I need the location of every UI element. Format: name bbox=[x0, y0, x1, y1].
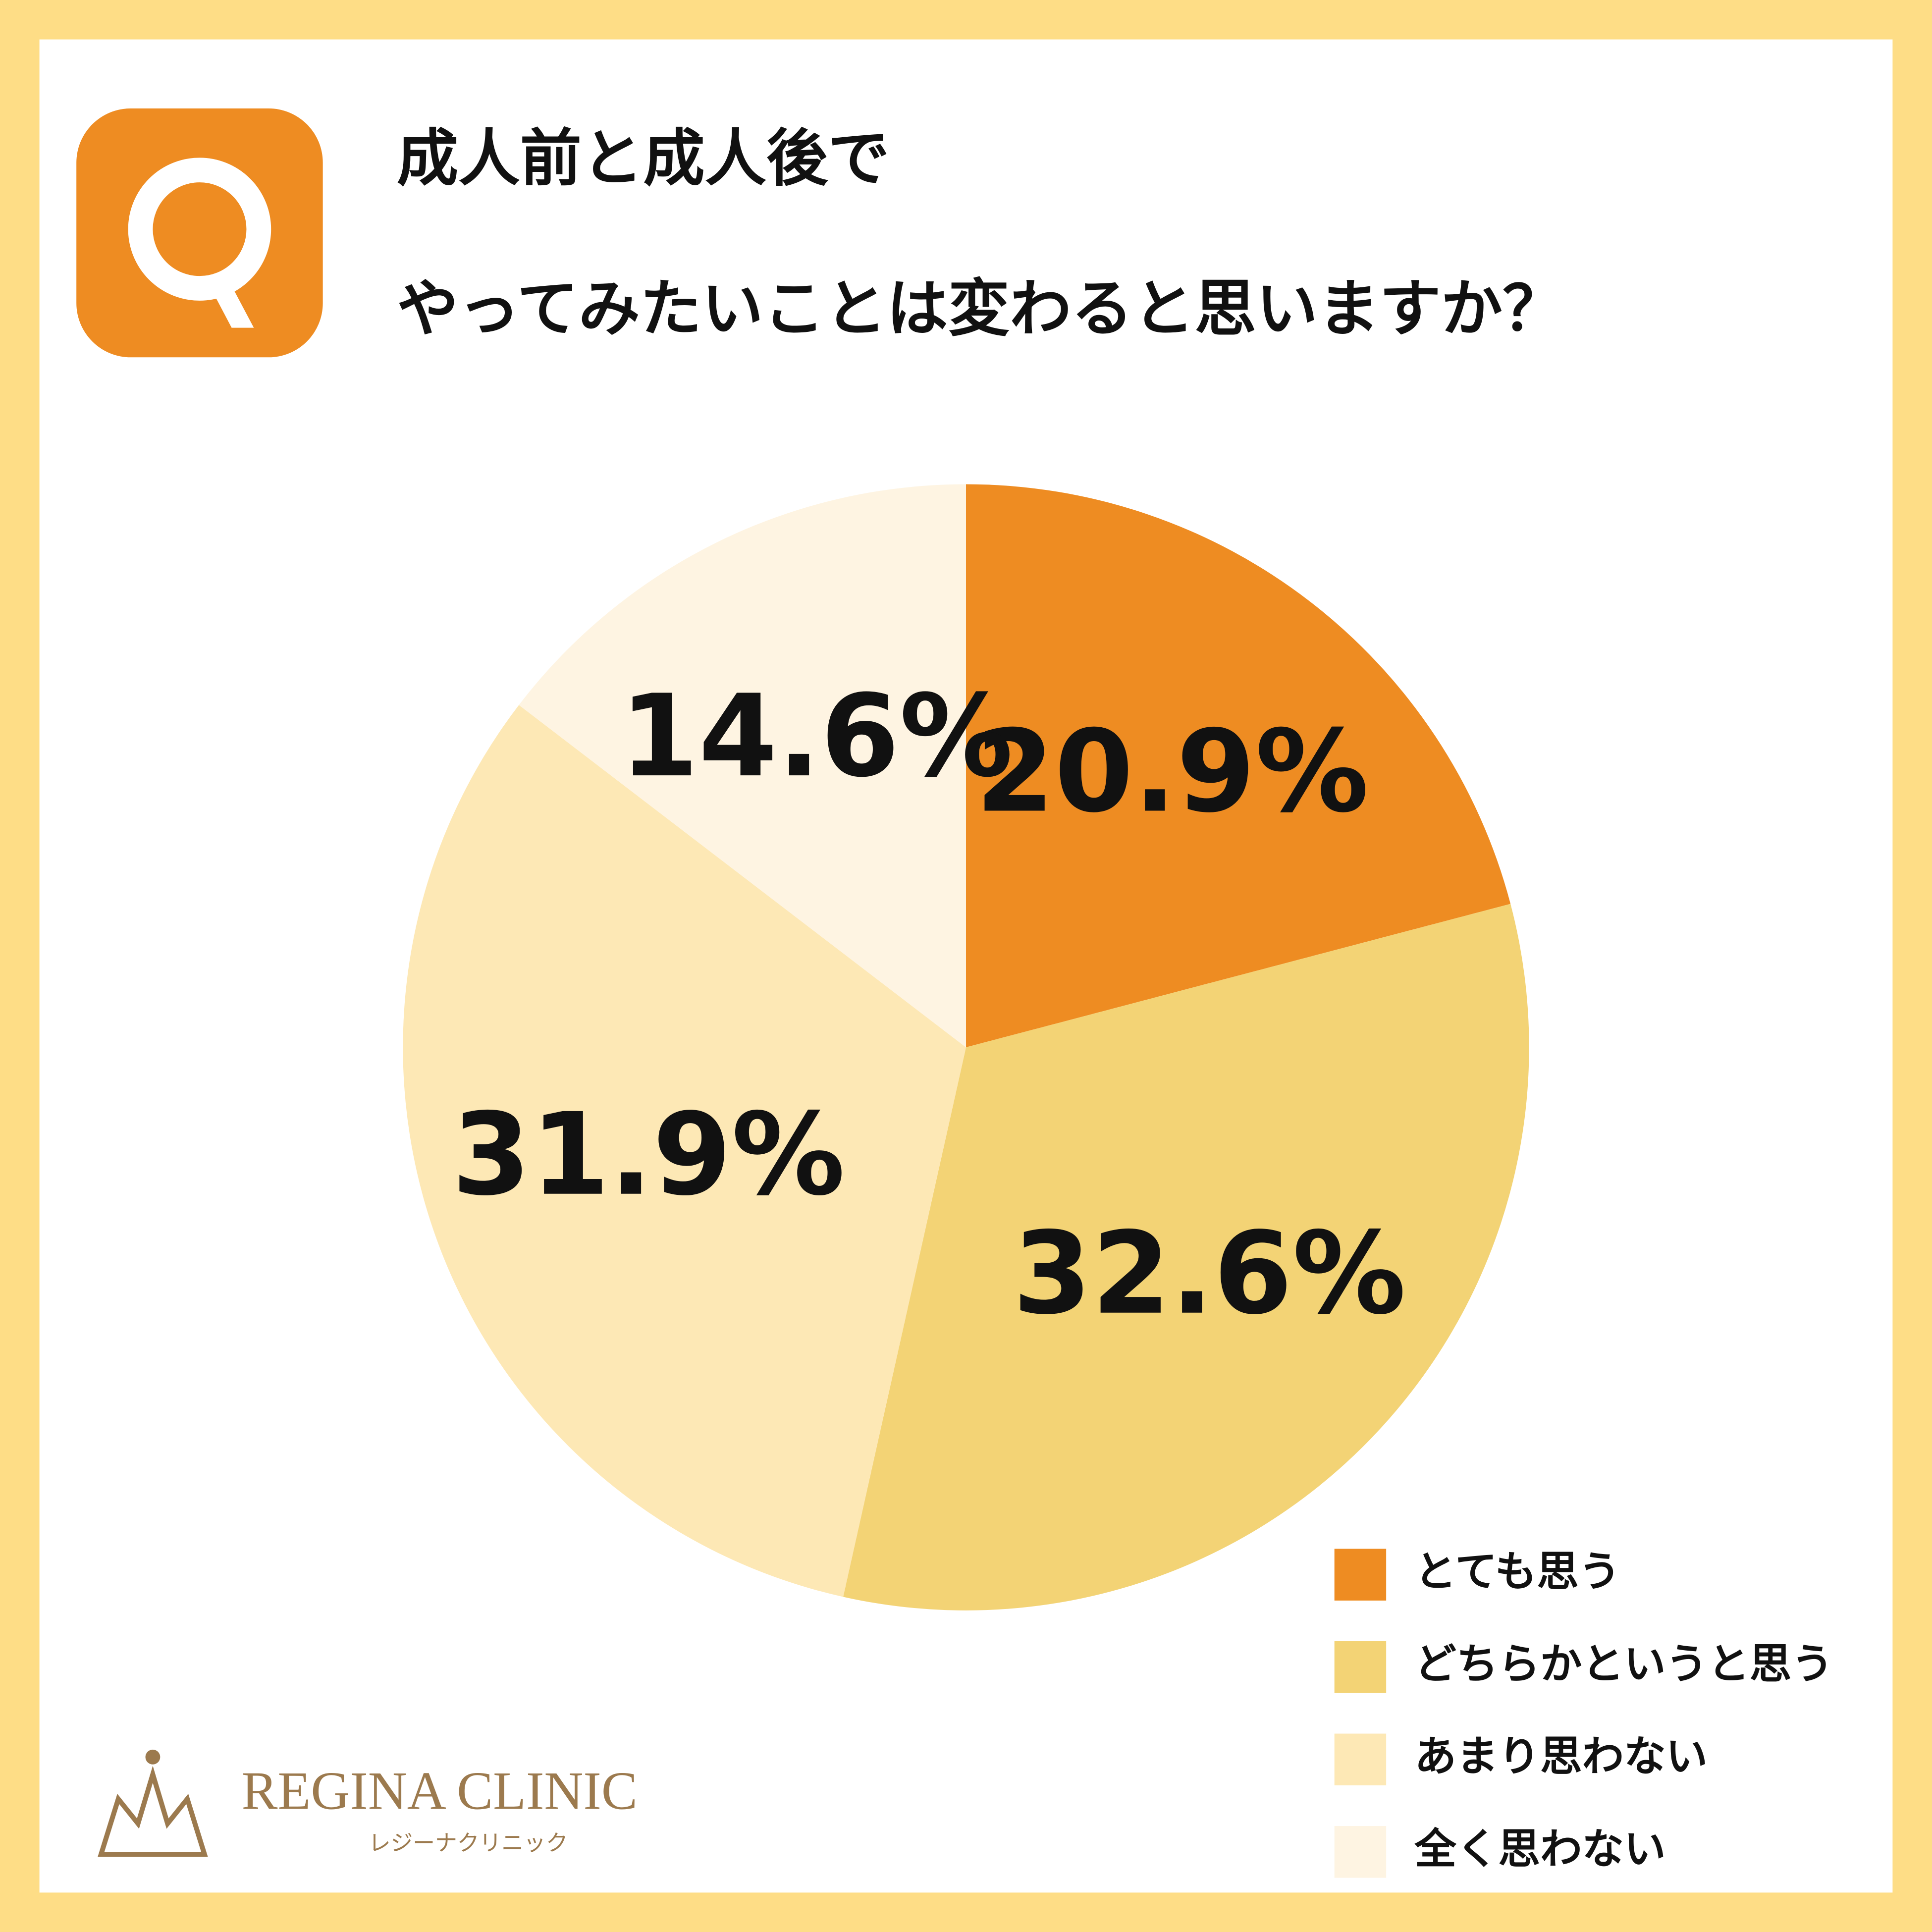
logo-subtitle: レジーナクリニック bbox=[369, 1829, 568, 1856]
pie-slice bbox=[403, 705, 966, 1597]
pie-slice bbox=[843, 904, 1529, 1610]
chart-title: やってみたいことは変わると思いますか？ bbox=[397, 273, 1564, 345]
legend-label: あまり思わない bbox=[1414, 1732, 1708, 1781]
data-label: 20.9% bbox=[975, 705, 1369, 837]
logo-name: REGINA CLINIC bbox=[242, 1761, 638, 1821]
chart-title: 成人前と成人後で bbox=[397, 123, 890, 194]
data-label: 31.9% bbox=[452, 1089, 845, 1221]
pie-slice bbox=[966, 484, 1511, 1048]
legend-swatch bbox=[1334, 1549, 1387, 1601]
q-icon bbox=[76, 108, 323, 358]
pie-slice bbox=[519, 484, 966, 1048]
legend-swatch bbox=[1334, 1641, 1387, 1693]
legend-label: どちらかというと思う bbox=[1414, 1640, 1833, 1688]
data-label: 14.6% bbox=[620, 670, 1013, 802]
legend-label: 全く思わない bbox=[1414, 1825, 1665, 1873]
legend-swatch bbox=[1334, 1826, 1387, 1878]
logo: REGINA CLINIC レジーナクリニック bbox=[98, 1749, 638, 1857]
data-label: 32.6% bbox=[1013, 1208, 1406, 1340]
legend-label: とても思う bbox=[1414, 1548, 1620, 1596]
legend-swatch bbox=[1334, 1733, 1387, 1786]
